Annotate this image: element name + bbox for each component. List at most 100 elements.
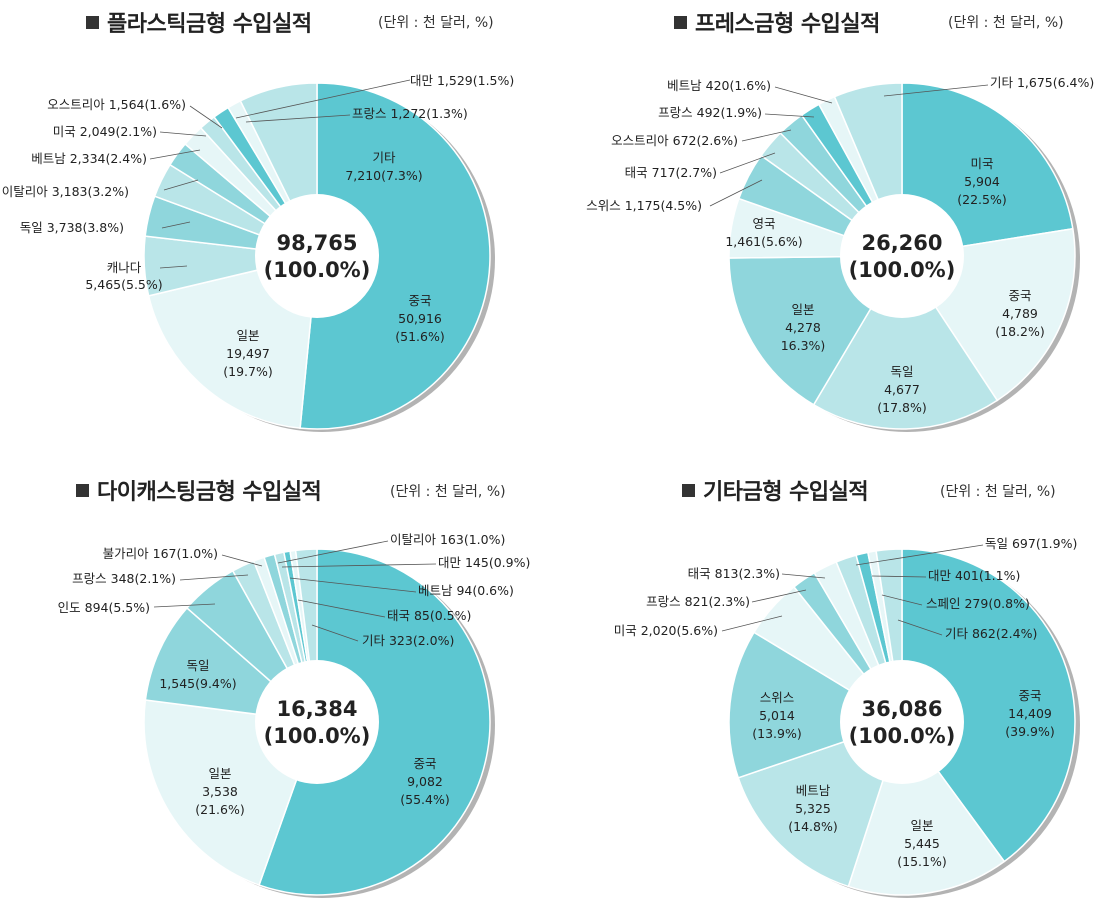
pie-chart-3: 36,086 (100.0%) 중국 14,409 (39.9%) 일본 5,445 (15.… [614,536,1080,898]
slice-label: 4,677 [884,382,920,397]
slice-label: 4,789 [1002,306,1038,321]
leader-line [159,131,207,137]
slice-label: 캐나다 [107,260,142,275]
center-total: 16,384 [276,697,357,721]
slice-label: (14.8%) [788,819,837,834]
slice-label: 9,082 [407,774,443,789]
leader-line [881,594,923,606]
center-percent: (100.0%) [264,258,371,282]
slice-label: 1,545(9.4%) [159,676,236,691]
slice-label: (51.6%) [395,329,444,344]
leader-line [751,589,807,603]
chart-title: 다이캐스팅금형 수입실적 [76,474,322,506]
slice-label: 기타 862(2.4%) [945,626,1037,641]
slice-label: 이탈리아 163(1.0%) [390,532,505,547]
unit-note: (단위 : 천 달러, %) [378,15,494,31]
slice-label: 베트남 2,334(2.4%) [31,151,147,166]
slice-label: (55.4%) [400,792,449,807]
leader-line [235,79,411,119]
slice-label: 중국 [413,756,436,771]
slice-label: (13.9%) [752,726,801,741]
slice-label: (19.7%) [223,364,272,379]
slice-label: (18.2%) [995,324,1044,339]
slice-label: 기타 323(2.0%) [362,633,454,648]
chart-title: 기타금형 수입실적 [682,474,869,506]
leader-line [774,86,833,104]
slice-label: 기타 1,675(6.4%) [990,75,1094,90]
slice-label: 일본 [910,818,933,833]
leader-line [161,221,191,229]
slice-label: 7,210(7.3%) [345,168,422,183]
slice-label: 4,278 [785,320,821,335]
leader-line [179,574,249,581]
slice-label: 프랑스 348(2.1%) [72,571,176,586]
slice-label: 일본 [236,328,259,343]
leader-line [709,179,763,207]
slice-label: 독일 3,738(3.8%) [20,220,124,235]
slice-label: 프랑스 821(2.3%) [646,594,750,609]
leader-line [221,554,263,567]
leader-line [289,577,417,593]
slice-label: 16.3%) [781,338,826,353]
leader-line [897,619,943,636]
slice-label: 중국 [1008,288,1031,303]
slice-label: 베트남 420(1.6%) [667,78,771,93]
center-percent: (100.0%) [264,724,371,748]
slice-label: 영국 [752,216,775,231]
pie-chart-2: 16,384 (100.0%) 중국 9,082 (55.4%) 일본 3,538 (21.6… [58,532,530,898]
center-total: 26,260 [861,231,942,255]
leader-line [281,563,437,568]
leader-line [153,603,216,608]
unit-note: (단위 : 천 달러, %) [390,484,506,500]
square-bullet-icon [76,484,89,497]
leader-line [189,105,223,129]
slice-label: 베트남 [796,783,831,798]
square-bullet-icon [682,484,695,497]
slice-label: 스페인 279(0.8%) [926,596,1030,611]
leader-line [871,575,927,578]
slice-label: 태국 813(2.3%) [688,566,780,581]
pie-chart-1: 26,260 (100.0%) 미국 5,904 (22.5%) 중국 4,789 (18.2… [586,75,1094,432]
pie-slice-스위스 [728,631,904,779]
slice-label: 미국 2,020(5.6%) [614,623,718,638]
slice-label: 스위스 [760,690,795,705]
slice-label: 5,445 [904,836,940,851]
pie-center-hole [840,660,964,784]
slice-label: (21.6%) [195,802,244,817]
unit-note: (단위 : 천 달러, %) [940,484,1056,500]
square-bullet-icon [86,16,99,29]
pie-slice-일본 [847,720,1006,896]
chart-title: 프레스금형 수입실적 [674,6,880,38]
leader-line [163,179,199,191]
leader-line [277,540,389,564]
leader-line [781,573,826,579]
leader-line [245,114,351,123]
slice-label: 5,465(5.5%) [85,277,162,292]
slice-label: 50,916 [398,311,442,326]
leader-line [297,599,386,618]
center-total: 98,765 [276,231,357,255]
slice-label: 5,014 [759,708,795,723]
square-bullet-icon [674,16,687,29]
slice-label: 태국 85(0.5%) [387,608,471,623]
leader-line [719,152,776,174]
chart-panel-press: 프레스금형 수입실적 (단위 : 천 달러, %) [552,0,1104,451]
slice-label: 5,904 [964,174,1000,189]
slice-label: 대만 1,529(1.5%) [410,73,514,88]
leader-line [159,265,188,269]
slice-label: 1,461(5.6%) [725,234,802,249]
slice-label: 19,497 [226,346,270,361]
slice-label: 5,325 [795,801,831,816]
slice-label: 미국 2,049(2.1%) [53,124,157,139]
slice-label: 오스트리아 1,564(1.6%) [47,97,186,112]
slice-label: (39.9%) [1005,724,1054,739]
pie-chart-0: 98,765 (100.0%) 중국 50,916 (51.6%) 일본 19,497 (19… [2,73,514,432]
slice-label: 태국 717(2.7%) [625,165,717,180]
leader-line [311,624,359,642]
slice-label: 일본 [791,302,814,317]
slice-label: 14,409 [1008,706,1052,721]
slice-label: 미국 [970,156,993,171]
leader-line [721,615,783,632]
center-percent: (100.0%) [849,258,956,282]
